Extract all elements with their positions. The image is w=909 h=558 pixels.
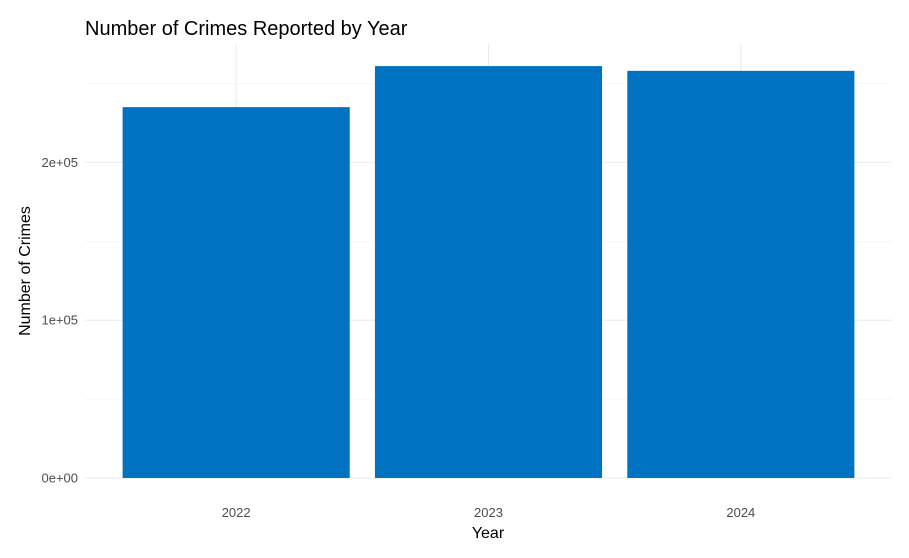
x-tick-label: 2022 — [222, 505, 251, 520]
bar-2024 — [627, 70, 855, 478]
chart-title: Number of Crimes Reported by Year — [85, 18, 408, 40]
bar-2022 — [122, 107, 350, 479]
x-axis-ticks: 2022 2023 2024 — [222, 505, 756, 520]
bars — [122, 66, 855, 479]
x-tick-label: 2024 — [726, 505, 755, 520]
y-axis-title: Number of Crimes — [17, 206, 34, 336]
x-tick-label: 2023 — [474, 505, 503, 520]
y-tick-label: 2e+05 — [41, 155, 78, 170]
bar-2023 — [374, 66, 603, 478]
y-tick-label: 0e+00 — [41, 471, 78, 486]
y-tick-label: 1e+05 — [41, 313, 78, 328]
x-axis-title: Year — [472, 525, 505, 542]
y-axis-ticks: 0e+00 1e+05 2e+05 — [41, 155, 78, 486]
